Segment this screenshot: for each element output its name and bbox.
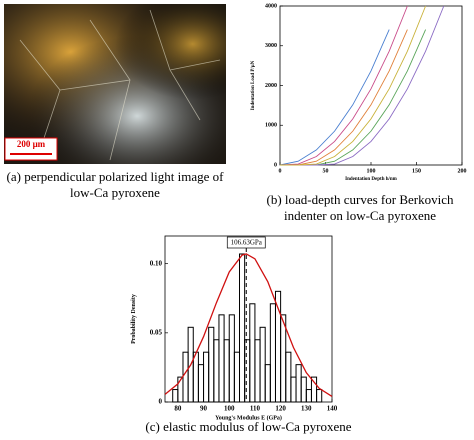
histogram-bar [218, 314, 225, 403]
histogram-bar [182, 351, 189, 403]
caption: (c) elastic modulus of low-Ca pyroxene [145, 419, 351, 434]
histogram-bar [300, 376, 307, 403]
load-curve [279, 5, 408, 166]
caption: (b) load-depth curves for Berkovich [267, 192, 454, 207]
histogram-bar [228, 314, 235, 403]
y-tick-label: 0 [159, 398, 163, 406]
histogram-bar [285, 351, 292, 403]
micrograph: 200 μm [4, 4, 226, 164]
load-curve [280, 29, 408, 166]
histogram-bar [172, 389, 179, 403]
x-tick-label: 150 [412, 168, 421, 174]
histogram-bar [249, 303, 256, 403]
histogram-bar [259, 326, 266, 403]
histogram-bar [269, 303, 276, 403]
x-tick-label: 200 [458, 168, 467, 174]
y-tick-label: 0.05 [150, 328, 163, 336]
caption: indenter on low-Ca pyroxene [284, 208, 436, 223]
x-tick-label: 50 [323, 168, 329, 174]
y-tick-label: 0 [274, 162, 277, 168]
histogram-bar [213, 339, 220, 403]
scale-bar-label: 200 μm [17, 139, 46, 149]
histogram-bar [244, 339, 251, 403]
x-tick-label: 80 [174, 405, 182, 413]
x-tick-label: 100 [367, 168, 376, 174]
caption: low-Ca pyroxene [70, 185, 160, 200]
y-axis-label: Probability Density [131, 294, 137, 344]
histogram-bar [208, 326, 215, 403]
y-axis-label: Indentation Load P/μN [251, 60, 256, 110]
histogram-bar [316, 389, 323, 403]
x-tick-label: 140 [327, 405, 338, 413]
x-tick-label: 100 [224, 405, 235, 413]
x-tick-label: 120 [275, 405, 286, 413]
x-tick-label: 0 [279, 168, 282, 174]
load-curve [280, 5, 445, 166]
histogram-bar [203, 351, 210, 403]
y-tick-label: 1000 [265, 123, 277, 129]
x-tick-label: 90 [200, 405, 208, 413]
histogram-bar [295, 364, 302, 403]
annotation: 106.63GPa [231, 239, 263, 247]
histogram-bar [254, 339, 261, 403]
histogram-bar [264, 364, 271, 403]
x-axis-label: Indentation Depth h/nm [345, 177, 398, 182]
normal-fit [164, 253, 333, 398]
y-tick-label: 3000 [265, 43, 277, 49]
y-tick-label: 0.10 [150, 259, 163, 267]
annotation-box [226, 236, 266, 249]
x-axis-label: Young's Modulus E (GPa) [215, 414, 282, 421]
histogram-bar [197, 364, 205, 403]
histogram-bar [233, 351, 241, 403]
load-curve [280, 29, 427, 166]
histogram-bar [239, 253, 246, 403]
histogram-bar [305, 389, 312, 403]
plot-frame [164, 235, 333, 403]
x-tick-label: 130 [301, 405, 312, 413]
histogram-bar [280, 314, 287, 403]
load-curve [279, 29, 390, 166]
y-tick-label: 4000 [265, 3, 277, 9]
histogram-bar [290, 376, 297, 403]
caption: (a) perpendicular polarized light image … [7, 169, 225, 184]
x-tick-label: 110 [250, 405, 261, 413]
load-curve [280, 5, 427, 166]
histogram-bar [192, 351, 199, 403]
histogram-bar [223, 339, 230, 403]
y-tick-label: 2000 [265, 83, 277, 89]
